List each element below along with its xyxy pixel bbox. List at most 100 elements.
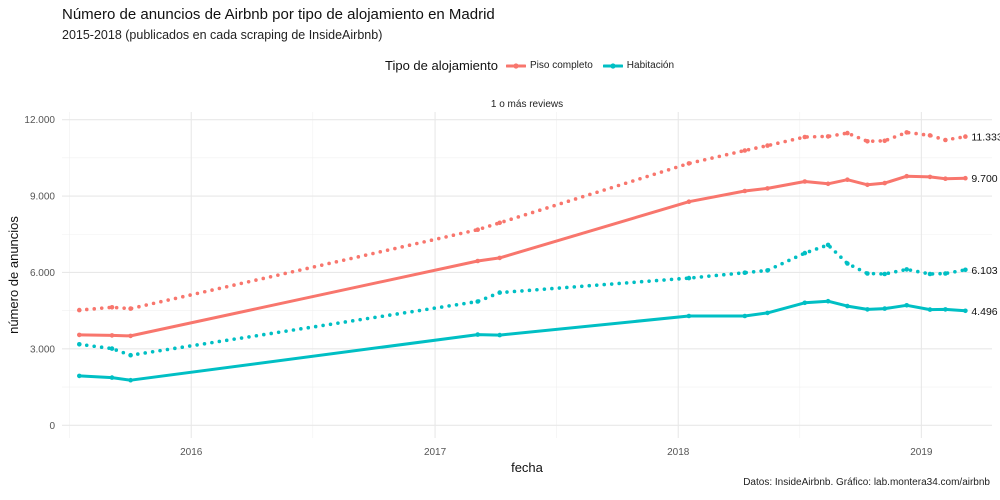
legend-label-piso-completo: Piso completo: [529, 60, 593, 71]
end-value-label: 4.496: [971, 306, 997, 318]
y-tick-label: 6.000: [30, 268, 55, 279]
data-point: [943, 137, 948, 143]
gridlines: [62, 112, 992, 438]
caption: Datos: InsideAirbnb. Gráfico: lab.monter…: [743, 477, 990, 488]
data-point: [497, 220, 503, 226]
legend-item-piso-completo: Piso completo: [505, 59, 593, 73]
legend: Tipo de alojamiento Piso completo Habita…: [385, 58, 684, 73]
data-point: [927, 307, 933, 312]
data-point: [802, 250, 808, 256]
data-point: [845, 130, 850, 136]
data-point: [963, 134, 968, 139]
y-tick-label: 12.000: [24, 115, 55, 126]
data-point: [77, 342, 82, 347]
data-point: [845, 303, 850, 309]
data-point: [765, 268, 770, 273]
data-point: [904, 303, 909, 308]
data-point: [943, 307, 948, 312]
chart-subtitle: 2015-2018 (publicados en cada scraping d…: [62, 28, 383, 42]
axes: 0 3.000 6.000 9.000 12.000 2016 2017 2018 2019 fe…: [6, 115, 933, 475]
x-tick-label: 2018: [667, 447, 690, 458]
data-point: [742, 313, 748, 319]
data-point: [963, 175, 968, 181]
data-point: [943, 271, 948, 276]
data-point: [475, 227, 481, 232]
series-lines: [77, 130, 968, 383]
data-point: [927, 271, 933, 277]
data-point: [865, 139, 870, 144]
data-point: [943, 176, 948, 181]
data-point: [882, 271, 887, 277]
x-tick-label: 2019: [910, 447, 933, 458]
data-point: [128, 306, 133, 311]
data-point: [497, 255, 503, 261]
data-point: [904, 130, 909, 135]
data-point: [109, 375, 115, 380]
data-point: [927, 133, 933, 138]
data-point: [109, 346, 115, 351]
data-point: [865, 307, 870, 312]
x-axis-title: fecha: [511, 460, 544, 475]
data-point: [686, 199, 692, 204]
end-value-label: 9.700: [971, 173, 997, 185]
facet-label: 1 o más reviews: [490, 99, 564, 110]
data-point: [497, 332, 503, 338]
data-point: [802, 179, 808, 184]
data-point: [963, 267, 968, 273]
data-point: [475, 258, 481, 264]
data-point: [882, 138, 887, 144]
series-line-1: [77, 174, 967, 338]
series-line-0: [77, 130, 968, 312]
data-point: [475, 299, 481, 304]
data-point: [128, 377, 133, 383]
x-tick-label: 2017: [424, 447, 447, 458]
data-point: [765, 186, 770, 191]
data-point: [845, 177, 850, 182]
data-point: [742, 270, 748, 276]
data-point: [77, 373, 82, 379]
legend-title: Tipo de alojamiento: [385, 58, 498, 73]
data-point: [742, 188, 748, 194]
data-point: [825, 181, 831, 187]
data-point: [882, 306, 887, 311]
y-tick-label: 9.000: [30, 192, 55, 203]
data-point: [109, 305, 115, 310]
data-point: [686, 313, 692, 319]
y-axis-title: número de anuncios: [6, 216, 21, 334]
y-tick-label: 3.000: [30, 344, 55, 355]
data-point: [765, 310, 770, 316]
end-value-label: 11.333: [971, 132, 1000, 144]
data-point: [802, 134, 808, 140]
data-point: [904, 267, 909, 272]
data-point: [802, 300, 808, 306]
data-point: [825, 298, 831, 304]
legend-item-habitacion: Habitación: [602, 59, 675, 73]
data-point: [742, 148, 748, 153]
data-point: [904, 173, 909, 179]
data-point: [765, 143, 770, 148]
data-point: [825, 134, 831, 139]
legend-label-habitacion: Habitación: [626, 60, 675, 71]
series-line-3: [77, 299, 967, 382]
data-point: [475, 332, 481, 337]
x-tick-label: 2016: [180, 447, 203, 458]
data-point: [825, 242, 831, 248]
data-point: [865, 271, 870, 276]
data-point: [845, 261, 850, 266]
data-point: [109, 333, 115, 338]
data-point: [927, 174, 933, 180]
legend-key-habitacion: [602, 62, 623, 69]
data-point: [882, 180, 887, 186]
data-point: [497, 290, 503, 295]
series-line-2: [77, 243, 968, 357]
data-point: [77, 332, 82, 338]
end-labels: 11.333 9.700 6.103 4.496: [971, 132, 1000, 318]
data-point: [686, 161, 692, 166]
data-point: [963, 308, 968, 314]
data-point: [128, 352, 133, 358]
chart-title: Número de anuncios de Airbnb por tipo de…: [62, 6, 495, 23]
data-point: [865, 182, 870, 188]
y-tick-label: 0: [49, 421, 55, 432]
data-point: [686, 275, 692, 281]
